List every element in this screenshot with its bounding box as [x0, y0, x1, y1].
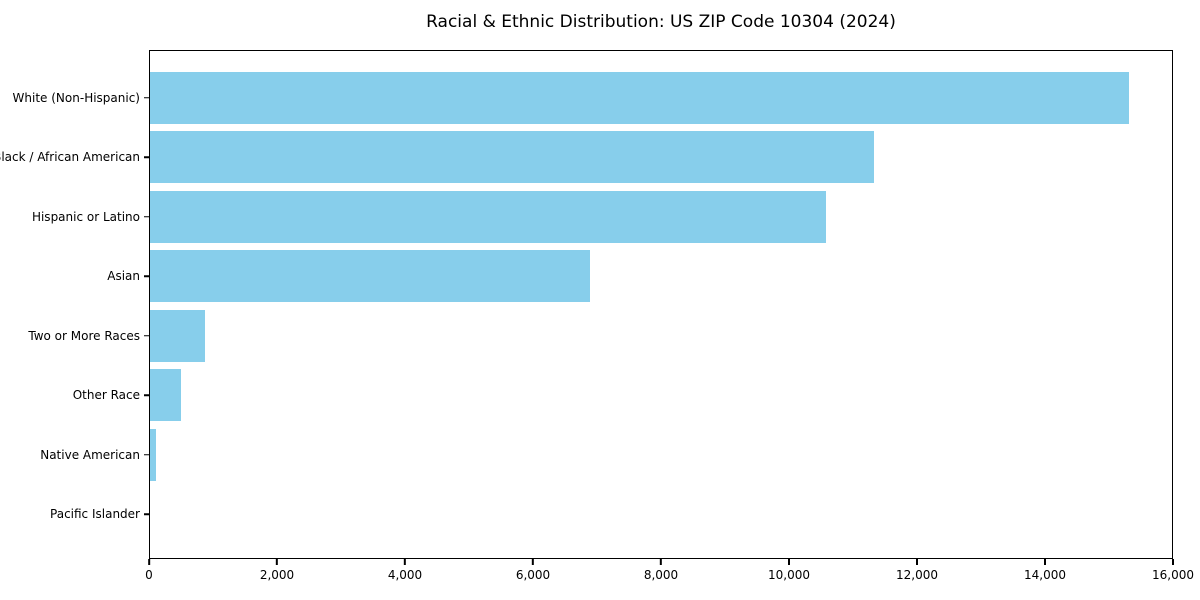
x-axis-tick-label: 16,000: [1152, 568, 1194, 582]
x-axis-tick: 16,000: [1152, 559, 1194, 582]
x-axis-tick-mark: [276, 559, 278, 565]
x-axis-tick-mark: [660, 559, 662, 565]
y-axis-label: Other Race: [72, 388, 140, 403]
y-axis-tick: [144, 156, 150, 158]
x-axis-tick-mark: [788, 559, 790, 565]
x-axis-tick-label: 0: [145, 568, 153, 582]
y-axis-tick: [144, 394, 150, 396]
plot-area: White (Non-Hispanic) Black / African Amer…: [0, 50, 1173, 559]
y-axis-label: Hispanic or Latino: [31, 209, 140, 224]
bar: [150, 309, 205, 362]
x-axis-tick-mark: [532, 559, 534, 565]
y-axis-tick: [144, 335, 150, 337]
x-axis-tick-label: 12,000: [896, 568, 938, 582]
x-axis-tick-label: 4,000: [387, 568, 423, 582]
bar: [150, 250, 591, 303]
x-axis-tick-label: 10,000: [768, 568, 810, 582]
y-axis-label: Asian: [107, 269, 140, 284]
y-axis-label: White (Non-Hispanic): [12, 90, 140, 105]
x-axis-tick: 14,000: [1024, 559, 1066, 582]
x-axis-tick: 0: [145, 559, 153, 582]
x-axis-tick-mark: [148, 559, 150, 565]
bar: [150, 190, 827, 243]
y-axis-label: Two or More Races: [28, 328, 140, 343]
bar: [150, 369, 181, 422]
x-axis-tick-label: 14,000: [1024, 568, 1066, 582]
x-axis-tick-mark: [1172, 559, 1174, 565]
bar-row: Other Race: [73, 366, 1172, 426]
x-axis-tick-mark: [916, 559, 918, 565]
x-axis-tick: 12,000: [896, 559, 938, 582]
x-axis-tick: 10,000: [768, 559, 810, 582]
x-axis-tick-label: 2,000: [259, 568, 295, 582]
bar-row: Hispanic or Latino: [32, 187, 1172, 247]
bar-row: Black / African American: [0, 128, 1172, 188]
bar: [150, 428, 156, 481]
chart-title: Racial & Ethnic Distribution: US ZIP Cod…: [426, 12, 896, 32]
bar: [150, 71, 1129, 124]
y-axis-tick: [144, 97, 150, 99]
x-axis-tick: 6,000: [516, 559, 550, 582]
y-axis-label: Pacific Islander: [50, 507, 140, 522]
y-axis-tick: [144, 454, 150, 456]
y-axis-label: Native American: [40, 447, 140, 462]
x-axis-tick-label: 8,000: [643, 568, 679, 582]
bar-row: Asian: [107, 247, 1172, 307]
x-axis-tick-mark: [404, 559, 406, 565]
y-axis-tick: [144, 216, 150, 218]
bar: [150, 131, 875, 184]
x-axis-tick: 4,000: [388, 559, 422, 582]
y-axis-label: Black / African American: [0, 150, 140, 165]
x-axis-tick: 2,000: [260, 559, 294, 582]
bar-row: Native American: [40, 425, 1172, 485]
x-axis-tick: 8,000: [644, 559, 678, 582]
bar-row: Pacific Islander: [50, 485, 1172, 545]
x-axis: 0 2,000 4,000 6,000 8,000 10,000 12,000 14,000 1…: [145, 559, 1194, 599]
bar-row: White (Non-Hispanic): [13, 68, 1172, 128]
x-axis-tick-mark: [1044, 559, 1046, 565]
bar-row: Two or More Races: [28, 306, 1172, 366]
y-axis-tick: [144, 275, 150, 277]
y-axis-tick: [144, 513, 150, 515]
x-axis-tick-label: 6,000: [515, 568, 551, 582]
